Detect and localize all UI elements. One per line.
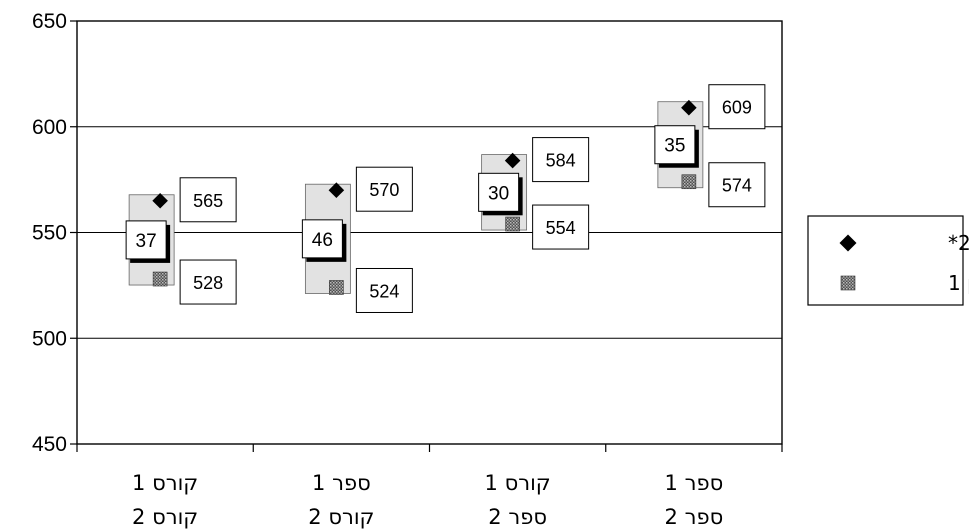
data-label-box — [355, 267, 413, 313]
difference-label: 46 — [312, 230, 333, 251]
difference-label-box — [654, 125, 696, 165]
category-label: ספר 1 — [312, 471, 371, 495]
data-label: 584 — [546, 151, 576, 171]
plot-area: 450 500 550 600 650 קורס 1 קורס 2 ספר 1 קורס 2 קו… — [32, 10, 783, 529]
y-tick-label: 600 — [32, 116, 67, 139]
y-tick-label: 500 — [32, 327, 67, 350]
difference-label: 30 — [488, 183, 509, 204]
data-label: 524 — [369, 281, 399, 301]
data-label-box — [179, 177, 237, 223]
category-label: ספר 2 — [488, 505, 547, 529]
data-point-square — [681, 174, 697, 190]
data-label-box — [532, 137, 590, 183]
category-label: ספר 2 — [665, 505, 724, 529]
difference-label: 37 — [136, 231, 157, 252]
data-point-square — [505, 216, 520, 232]
data-label: 554 — [546, 218, 576, 238]
data-label: 565 — [193, 191, 223, 211]
data-label-box — [179, 259, 237, 305]
data-label-box — [355, 166, 413, 212]
data-label-box — [708, 162, 766, 208]
y-tick-label: 450 — [32, 433, 67, 456]
difference-label: 35 — [664, 136, 685, 157]
data-point-diamond — [328, 182, 345, 198]
legend-label: ציון 2* — [948, 231, 969, 255]
difference-label-box — [478, 172, 520, 212]
difference-label-box — [125, 220, 167, 260]
category-label: קורס 2 — [308, 505, 374, 529]
data-point-square — [329, 280, 344, 295]
category-label: קורס 1 — [485, 471, 551, 495]
data-label: 574 — [722, 176, 752, 196]
difference-label-box — [301, 219, 343, 259]
y-tick-label: 650 — [32, 10, 67, 33]
data-point-diamond — [504, 152, 521, 169]
data-label: 570 — [369, 180, 399, 200]
legend-marker-square — [840, 275, 856, 291]
data-label: 609 — [722, 98, 752, 118]
data-label-box — [708, 84, 766, 130]
legend-box — [807, 215, 964, 306]
data-point-square — [152, 271, 168, 287]
category-label: קורס 2 — [132, 505, 198, 529]
data-label: 528 — [193, 273, 223, 293]
legend-label: ציון 1 — [948, 271, 969, 295]
data-point-diamond — [152, 192, 168, 209]
data-label-box — [532, 204, 590, 250]
category-label: ספר 1 — [665, 471, 724, 495]
category-label: קורס 1 — [132, 471, 198, 495]
y-tick-label: 550 — [32, 222, 67, 245]
legend-marker-diamond — [839, 234, 857, 252]
legend: ציון 2* ציון 1 — [807, 215, 969, 306]
